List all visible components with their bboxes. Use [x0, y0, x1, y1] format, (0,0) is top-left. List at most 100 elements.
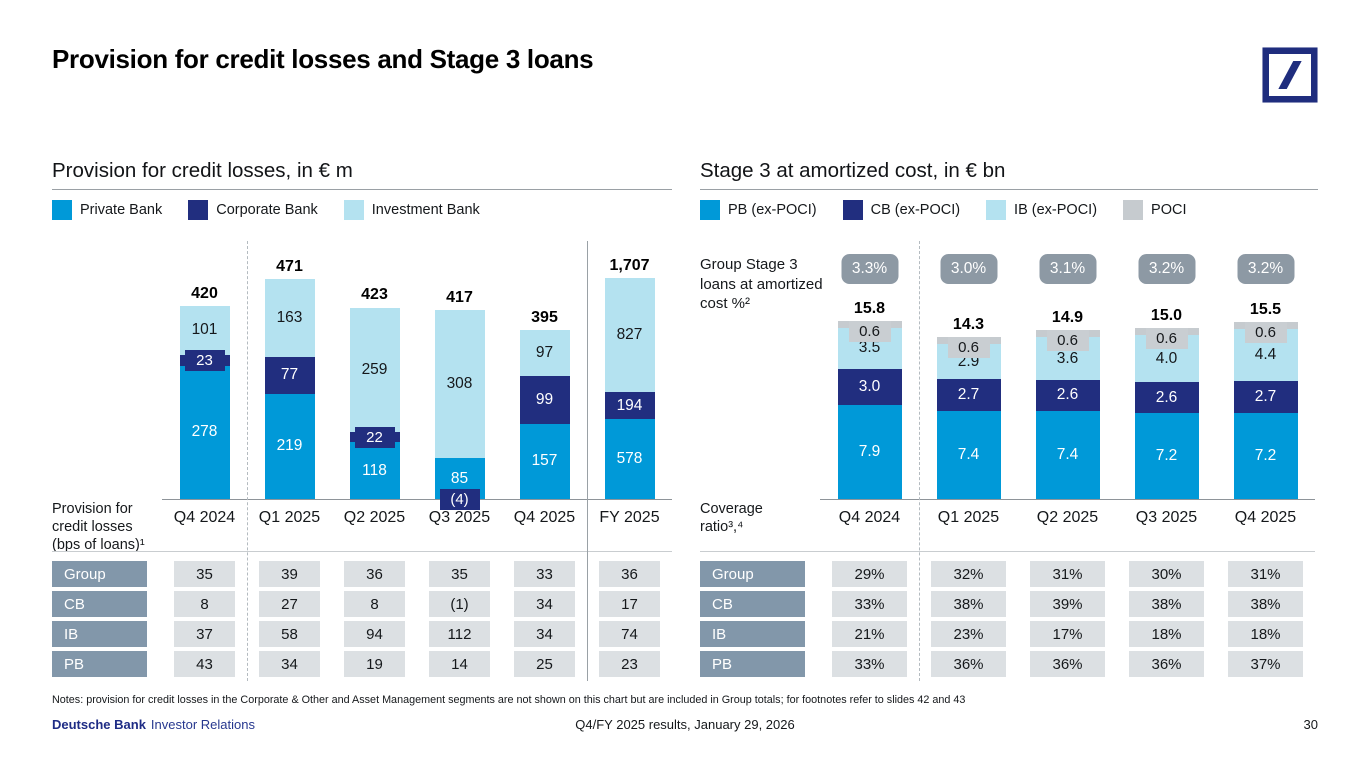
segment-value-label: 578 — [616, 450, 643, 468]
table-cell-wrap: 43 — [162, 651, 247, 677]
table-cell-wrap: 30% — [1117, 561, 1216, 587]
bar-segment: 308 — [434, 310, 485, 459]
legend-swatch — [1123, 199, 1144, 220]
legend-label: PB (ex-POCI) — [728, 201, 817, 218]
bar-segment: 7.9 — [837, 405, 902, 499]
axis-category-label: Q4 2024 — [162, 499, 247, 547]
bar-segment: 7.2 — [1233, 413, 1298, 499]
table-cell-wrap: 32% — [919, 561, 1018, 587]
table-cell-wrap: 25 — [502, 651, 587, 677]
table-cell-wrap: 39% — [1018, 591, 1117, 617]
bar-segment: 194 — [604, 392, 655, 420]
table-cell-wrap: (1) — [417, 591, 502, 617]
axis-category-label: FY 2025 — [587, 499, 672, 547]
legend-item: PB (ex-POCI) — [700, 199, 817, 220]
table-divider-line — [52, 551, 672, 552]
total-value-label: 15.0 — [1150, 306, 1183, 324]
bar-segment: 3.0 — [837, 369, 902, 405]
footer-brand-suffix: Investor Relations — [150, 717, 255, 732]
segment-value-label: 157 — [531, 452, 558, 470]
legend-item: IB (ex-POCI) — [986, 199, 1097, 220]
table-cell: 19 — [344, 651, 405, 677]
table-cell: 34 — [259, 651, 320, 677]
table-cell: 33% — [832, 651, 907, 677]
segment-value-label: 827 — [616, 326, 643, 344]
table-cell-wrap: 34 — [502, 591, 587, 617]
table-cell: 30% — [1129, 561, 1204, 587]
bar-segment-chip: 0.6 — [1046, 330, 1089, 352]
bar-segment: 3.6 — [1035, 337, 1100, 380]
table-cell-wrap: 8 — [332, 591, 417, 617]
section-title-provision: Provision for credit losses, in € m — [52, 159, 672, 190]
chart-column: 3.0% 7.4 2.7 2.9 0.6 14.3 — [919, 241, 1018, 499]
table-cell: 37% — [1228, 651, 1303, 677]
axis-category-label: Q1 2025 — [919, 499, 1018, 547]
table-caption-line: credit losses — [52, 518, 133, 535]
table-cell: 8 — [174, 591, 235, 617]
chart-column: 278 23 101 420 — [162, 241, 247, 499]
axis-category-label: Q2 2025 — [1018, 499, 1117, 547]
footnote-text: Notes: provision for credit losses in th… — [52, 694, 966, 706]
bar-segment: 157 — [519, 423, 570, 499]
bar-segment-chip: 0.6 — [1244, 321, 1287, 343]
segment-value-label: 163 — [276, 308, 303, 326]
segment-value-label: 2.7 — [1254, 388, 1277, 406]
segment-value-label: 3.0 — [858, 378, 881, 396]
table-cell-wrap: 35 — [162, 561, 247, 587]
chart-stage3: Group Stage 3 loans at amortized cost %² 3.… — [700, 241, 1318, 681]
fullyear-separator-solid — [587, 241, 588, 681]
table-cell: 38% — [1129, 591, 1204, 617]
bar-segment-chip: 0.6 — [848, 320, 891, 342]
table-row-header: PB — [700, 651, 805, 677]
table-cell: 29% — [832, 561, 907, 587]
bar-segment-chip: 0.6 — [1145, 327, 1188, 349]
deutsche-bank-logo — [1262, 47, 1318, 103]
ratio-label-line: cost %² — [700, 295, 751, 312]
page-title: Provision for credit losses and Stage 3 … — [52, 44, 594, 74]
ratio-pill: 3.0% — [940, 254, 997, 284]
table-cell: 31% — [1030, 561, 1105, 587]
table-cell: 23% — [931, 621, 1006, 647]
table-cell-wrap: 34 — [247, 651, 332, 677]
total-value-label: 395 — [531, 308, 558, 326]
legend-provision: Private Bank Corporate Bank Investment Ban… — [52, 199, 672, 220]
table-cell-wrap: 21% — [820, 621, 919, 647]
chart-column: 3.3% 7.9 3.0 3.5 0.6 15.8 — [820, 241, 919, 499]
segment-value-label: 308 — [446, 375, 473, 393]
bar-segment-chip: 0.6 — [947, 337, 990, 359]
table-cell-wrap: 36% — [1018, 651, 1117, 677]
ratio-label-line: Group Stage 3 — [700, 256, 798, 273]
ratio-pill: 3.1% — [1039, 254, 1096, 284]
table-cell: 38% — [1228, 591, 1303, 617]
segment-value-label: 2.6 — [1056, 386, 1079, 404]
legend-item: Private Bank — [52, 199, 162, 220]
bar-segment: 7.2 — [1134, 413, 1199, 499]
segment-value-label: 118 — [362, 461, 387, 479]
table-cell: 34 — [514, 621, 575, 647]
segment-value-label: 7.2 — [1155, 447, 1178, 465]
table-cell: 25 — [514, 651, 575, 677]
table-cell-wrap: 58 — [247, 621, 332, 647]
table-cell-wrap: 94 — [332, 621, 417, 647]
table-cell-wrap: 31% — [1018, 561, 1117, 587]
chart-side-label-cell — [52, 241, 162, 499]
legend-swatch — [52, 199, 72, 220]
chart-column: 118 22 259 423 — [332, 241, 417, 499]
legend-swatch — [986, 199, 1007, 220]
total-value-label: 15.8 — [853, 299, 886, 317]
bar-segment-chip: 23 — [184, 349, 225, 371]
bar-segment: 2.6 — [1134, 382, 1199, 414]
table-row-header: Group — [700, 561, 805, 587]
total-value-label: 1,707 — [609, 257, 650, 275]
table-cell: 36% — [1129, 651, 1204, 677]
table-cell-wrap: 35 — [417, 561, 502, 587]
bar-segment: 259 — [349, 307, 400, 432]
axis-category-label: Q4 2025 — [1216, 499, 1315, 547]
period-separator-dashed — [919, 241, 920, 681]
table-cell-wrap: 23 — [587, 651, 672, 677]
total-value-label: 423 — [361, 286, 388, 304]
table-cell-wrap: 18% — [1117, 621, 1216, 647]
chart-column: 578 194 827 1,707 — [587, 241, 672, 499]
table-cell-wrap: 27 — [247, 591, 332, 617]
segment-value-label: 278 — [191, 423, 218, 441]
